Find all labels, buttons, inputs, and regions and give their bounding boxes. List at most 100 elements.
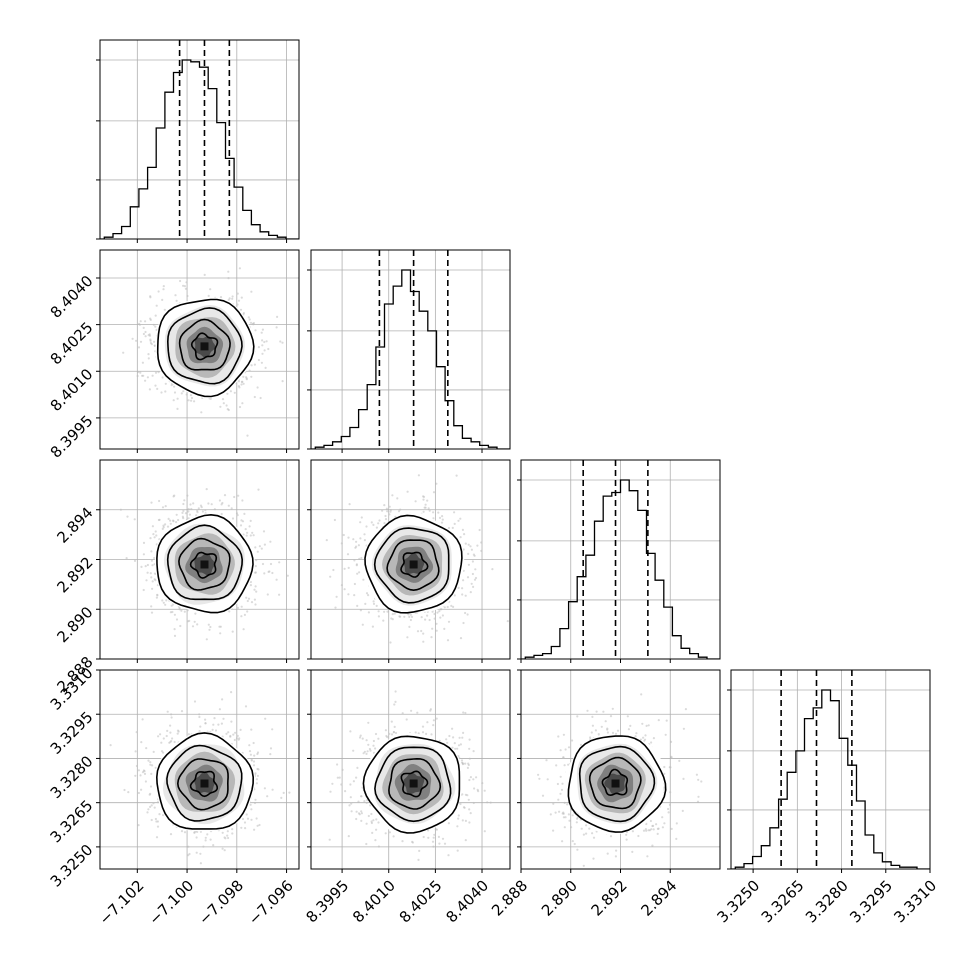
scatter-point <box>145 747 148 750</box>
scatter-point <box>391 494 394 497</box>
scatter-point <box>353 594 356 597</box>
scatter-point <box>149 295 152 298</box>
scatter-point <box>191 625 195 628</box>
scatter-point <box>137 791 140 795</box>
scatter-point <box>263 543 266 546</box>
scatter-point <box>180 710 184 713</box>
scatter-point <box>241 817 245 821</box>
scatter-point <box>167 517 170 521</box>
scatter-point <box>151 580 154 583</box>
scatter-point <box>150 772 153 776</box>
scatter-point <box>206 833 209 836</box>
scatter-point <box>200 506 203 509</box>
scatter-point <box>453 511 456 514</box>
scatter-point <box>422 498 425 501</box>
scatter-point <box>210 503 213 506</box>
scatter-point <box>175 521 178 524</box>
scatter-point <box>242 382 245 385</box>
scatter-point <box>357 544 360 547</box>
scatter-point <box>218 499 221 502</box>
scatter-point <box>142 553 145 556</box>
scatter-point <box>138 322 141 325</box>
contour-3 <box>189 551 218 579</box>
scatter-point <box>185 281 188 284</box>
scatter-point <box>154 314 157 317</box>
scatter-point <box>359 609 362 612</box>
scatter-point <box>450 604 453 608</box>
scatter-point <box>244 528 247 531</box>
scatter-point <box>211 728 214 732</box>
scatter-point <box>231 630 234 633</box>
scatter-point <box>151 587 154 590</box>
scatter-point <box>281 380 284 383</box>
scatter-point <box>254 329 257 332</box>
scatter-point <box>363 533 366 536</box>
scatter-point <box>202 845 205 848</box>
scatter-point <box>173 613 176 616</box>
scatter-point <box>248 369 251 372</box>
scatter-point <box>250 808 253 811</box>
scatter-point <box>158 499 161 503</box>
scatter-point <box>149 761 152 764</box>
scatter-point <box>418 849 421 853</box>
scatter-point <box>162 814 165 817</box>
scatter-point <box>362 578 365 581</box>
scatter-point <box>198 730 201 733</box>
panel-1-1 <box>307 249 511 453</box>
scatter-point <box>462 731 465 735</box>
scatter-point <box>447 854 450 857</box>
scatter-point <box>135 339 138 342</box>
scatter-point <box>144 330 147 334</box>
scatter-point <box>260 361 263 364</box>
scatter-point <box>161 376 164 379</box>
scatter-point <box>207 294 210 297</box>
scatter-point <box>169 611 172 614</box>
scatter-point <box>212 844 215 847</box>
scatter-point <box>221 698 224 701</box>
scatter-point <box>462 711 465 714</box>
scatter-point <box>426 499 429 502</box>
scatter-point <box>423 506 426 509</box>
scatter-point <box>384 518 388 521</box>
panel-frame <box>99 669 300 870</box>
scatter-point <box>169 522 172 525</box>
scatter-point <box>166 710 169 713</box>
scatter-point <box>136 374 139 378</box>
scatter-point <box>142 326 145 329</box>
scatter-point <box>249 321 253 324</box>
scatter-point <box>363 750 366 753</box>
scatter-point <box>207 502 210 505</box>
scatter-point <box>382 619 385 622</box>
scatter-point <box>154 384 157 387</box>
scatter-point <box>422 510 425 513</box>
scatter-point <box>190 507 193 511</box>
scatter-point <box>241 402 244 405</box>
scatter-point <box>461 593 464 596</box>
scatter-point <box>340 542 343 545</box>
scatter-point <box>218 708 221 711</box>
scatter-point <box>334 606 337 609</box>
scatter-point <box>355 810 358 813</box>
scatter-point <box>360 556 363 560</box>
scatter-point <box>156 387 159 390</box>
scatter-point <box>259 396 262 400</box>
panel-2-0 <box>96 459 300 663</box>
scatter-point <box>223 494 227 497</box>
scatter-point <box>161 506 165 509</box>
scatter-point <box>347 593 350 596</box>
scatter-point <box>370 521 373 524</box>
scatter-point <box>155 596 158 599</box>
scatter-point <box>432 491 436 494</box>
scatter-point <box>435 482 438 485</box>
scatter-point <box>234 731 237 734</box>
scatter-point <box>478 528 481 532</box>
scatter-point <box>257 768 260 771</box>
contour-2 <box>178 537 231 591</box>
scatter-point <box>256 774 259 778</box>
scatter-point <box>260 331 263 334</box>
scatter-point <box>186 609 189 612</box>
scatter-point <box>154 530 157 533</box>
scatter-point <box>193 700 197 703</box>
scatter-point <box>432 836 435 839</box>
scatter-point <box>153 572 157 575</box>
